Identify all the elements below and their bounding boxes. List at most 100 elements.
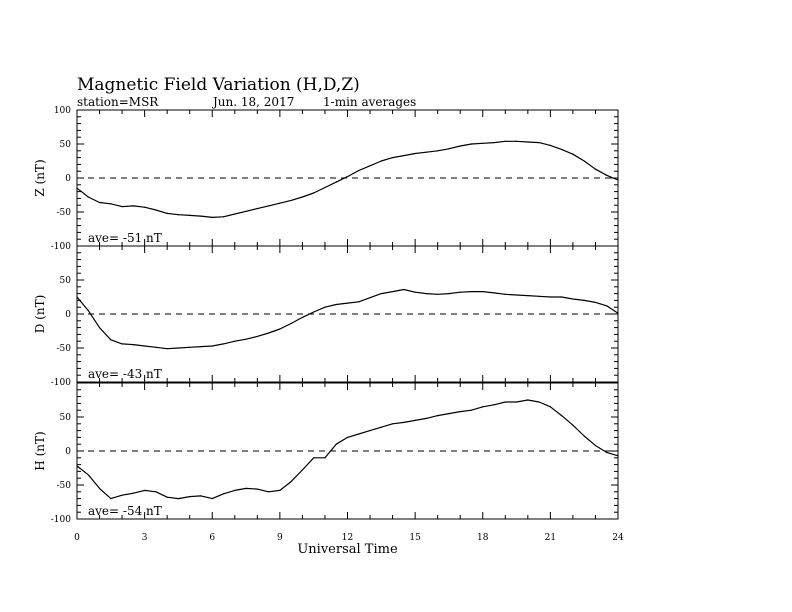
d-data-point xyxy=(381,293,382,294)
z-data-point xyxy=(460,145,461,146)
z-data-point xyxy=(279,203,280,204)
z-data-point xyxy=(369,165,370,166)
h-ytick-label: -50 xyxy=(57,481,72,491)
h-data-point xyxy=(392,423,393,424)
z-data-point xyxy=(144,207,145,208)
z-data-point xyxy=(88,196,89,197)
h-data-point xyxy=(324,457,325,458)
z-data-point xyxy=(245,211,246,212)
h-data-point xyxy=(539,401,540,402)
z-average-label: ave= -51 nT xyxy=(88,231,162,245)
h-data-point xyxy=(336,444,337,445)
d-ytick-label: 0 xyxy=(65,310,71,320)
z-data-point xyxy=(189,215,190,216)
xtick-label: 24 xyxy=(612,533,624,543)
d-data-point xyxy=(336,304,337,305)
h-data-point xyxy=(448,413,449,414)
z-data-point xyxy=(358,170,359,171)
h-data-point xyxy=(189,496,190,497)
z-data-point xyxy=(347,176,348,177)
h-data-point xyxy=(584,435,585,436)
z-data-point xyxy=(324,187,325,188)
d-data-point xyxy=(223,343,224,344)
d-data-point xyxy=(493,292,494,293)
xtick-label: 9 xyxy=(277,533,283,543)
d-data-point xyxy=(550,296,551,297)
z-data-point xyxy=(471,143,472,144)
h-data-point xyxy=(268,491,269,492)
h-data-point xyxy=(358,433,359,434)
d-data-point xyxy=(144,345,145,346)
z-axis-label: Z (nT) xyxy=(33,159,47,196)
h-series-line xyxy=(77,400,618,499)
h-data-point xyxy=(595,445,596,446)
d-data-point xyxy=(76,296,77,297)
xtick-label: 6 xyxy=(209,533,215,543)
z-data-point xyxy=(392,157,393,158)
z-data-point xyxy=(223,216,224,217)
xtick-label: 21 xyxy=(545,533,556,543)
d-data-point xyxy=(88,310,89,311)
h-axis-label: H (nT) xyxy=(33,431,47,470)
z-data-point xyxy=(257,208,258,209)
d-data-point xyxy=(606,305,607,306)
d-data-point xyxy=(471,291,472,292)
d-data-point xyxy=(437,294,438,295)
d-data-point xyxy=(155,347,156,348)
z-data-point xyxy=(527,141,528,142)
z-data-point xyxy=(482,143,483,144)
h-data-point xyxy=(561,415,562,416)
z-ytick-label: 100 xyxy=(54,106,71,116)
d-data-point xyxy=(369,297,370,298)
h-data-point xyxy=(234,490,235,491)
d-average-label: ave= -43 nT xyxy=(88,367,162,381)
h-data-point xyxy=(178,498,179,499)
h-data-point xyxy=(471,410,472,411)
h-data-point xyxy=(110,498,111,499)
z-series-line xyxy=(77,141,618,217)
d-data-point xyxy=(561,296,562,297)
z-data-point xyxy=(561,149,562,150)
d-ytick-label: 50 xyxy=(60,276,72,286)
h-data-point xyxy=(527,399,528,400)
z-data-point xyxy=(336,181,337,182)
d-data-point xyxy=(482,291,483,292)
d-data-point xyxy=(448,293,449,294)
h-data-point xyxy=(212,498,213,499)
d-data-point xyxy=(403,289,404,290)
z-data-point xyxy=(550,145,551,146)
h-data-point xyxy=(223,493,224,494)
z-data-point xyxy=(539,142,540,143)
h-ytick-label: -100 xyxy=(51,515,71,525)
h-data-point xyxy=(505,401,506,402)
h-data-point xyxy=(99,488,100,489)
d-axis-label: D (nT) xyxy=(33,295,47,334)
d-data-point xyxy=(291,323,292,324)
h-data-point xyxy=(200,495,201,496)
d-data-point xyxy=(392,291,393,292)
h-data-point xyxy=(257,488,258,489)
z-data-point xyxy=(291,200,292,201)
z-data-point xyxy=(99,202,100,203)
h-data-point xyxy=(291,481,292,482)
h-data-point xyxy=(302,469,303,470)
d-ytick-label: -100 xyxy=(51,378,71,388)
h-data-point xyxy=(493,404,494,405)
d-data-point xyxy=(324,307,325,308)
z-data-point xyxy=(381,160,382,161)
h-data-point xyxy=(415,420,416,421)
d-data-point xyxy=(505,294,506,295)
d-data-point xyxy=(257,336,258,337)
h-data-point xyxy=(460,411,461,412)
h-data-point xyxy=(347,437,348,438)
d-data-point xyxy=(617,313,618,314)
d-data-point xyxy=(313,311,314,312)
z-data-point xyxy=(155,209,156,210)
xtick-label: 3 xyxy=(142,533,148,543)
d-data-point xyxy=(167,348,168,349)
d-data-point xyxy=(595,302,596,303)
z-data-point xyxy=(268,205,269,206)
xtick-label: 18 xyxy=(477,533,489,543)
z-data-point xyxy=(426,152,427,153)
